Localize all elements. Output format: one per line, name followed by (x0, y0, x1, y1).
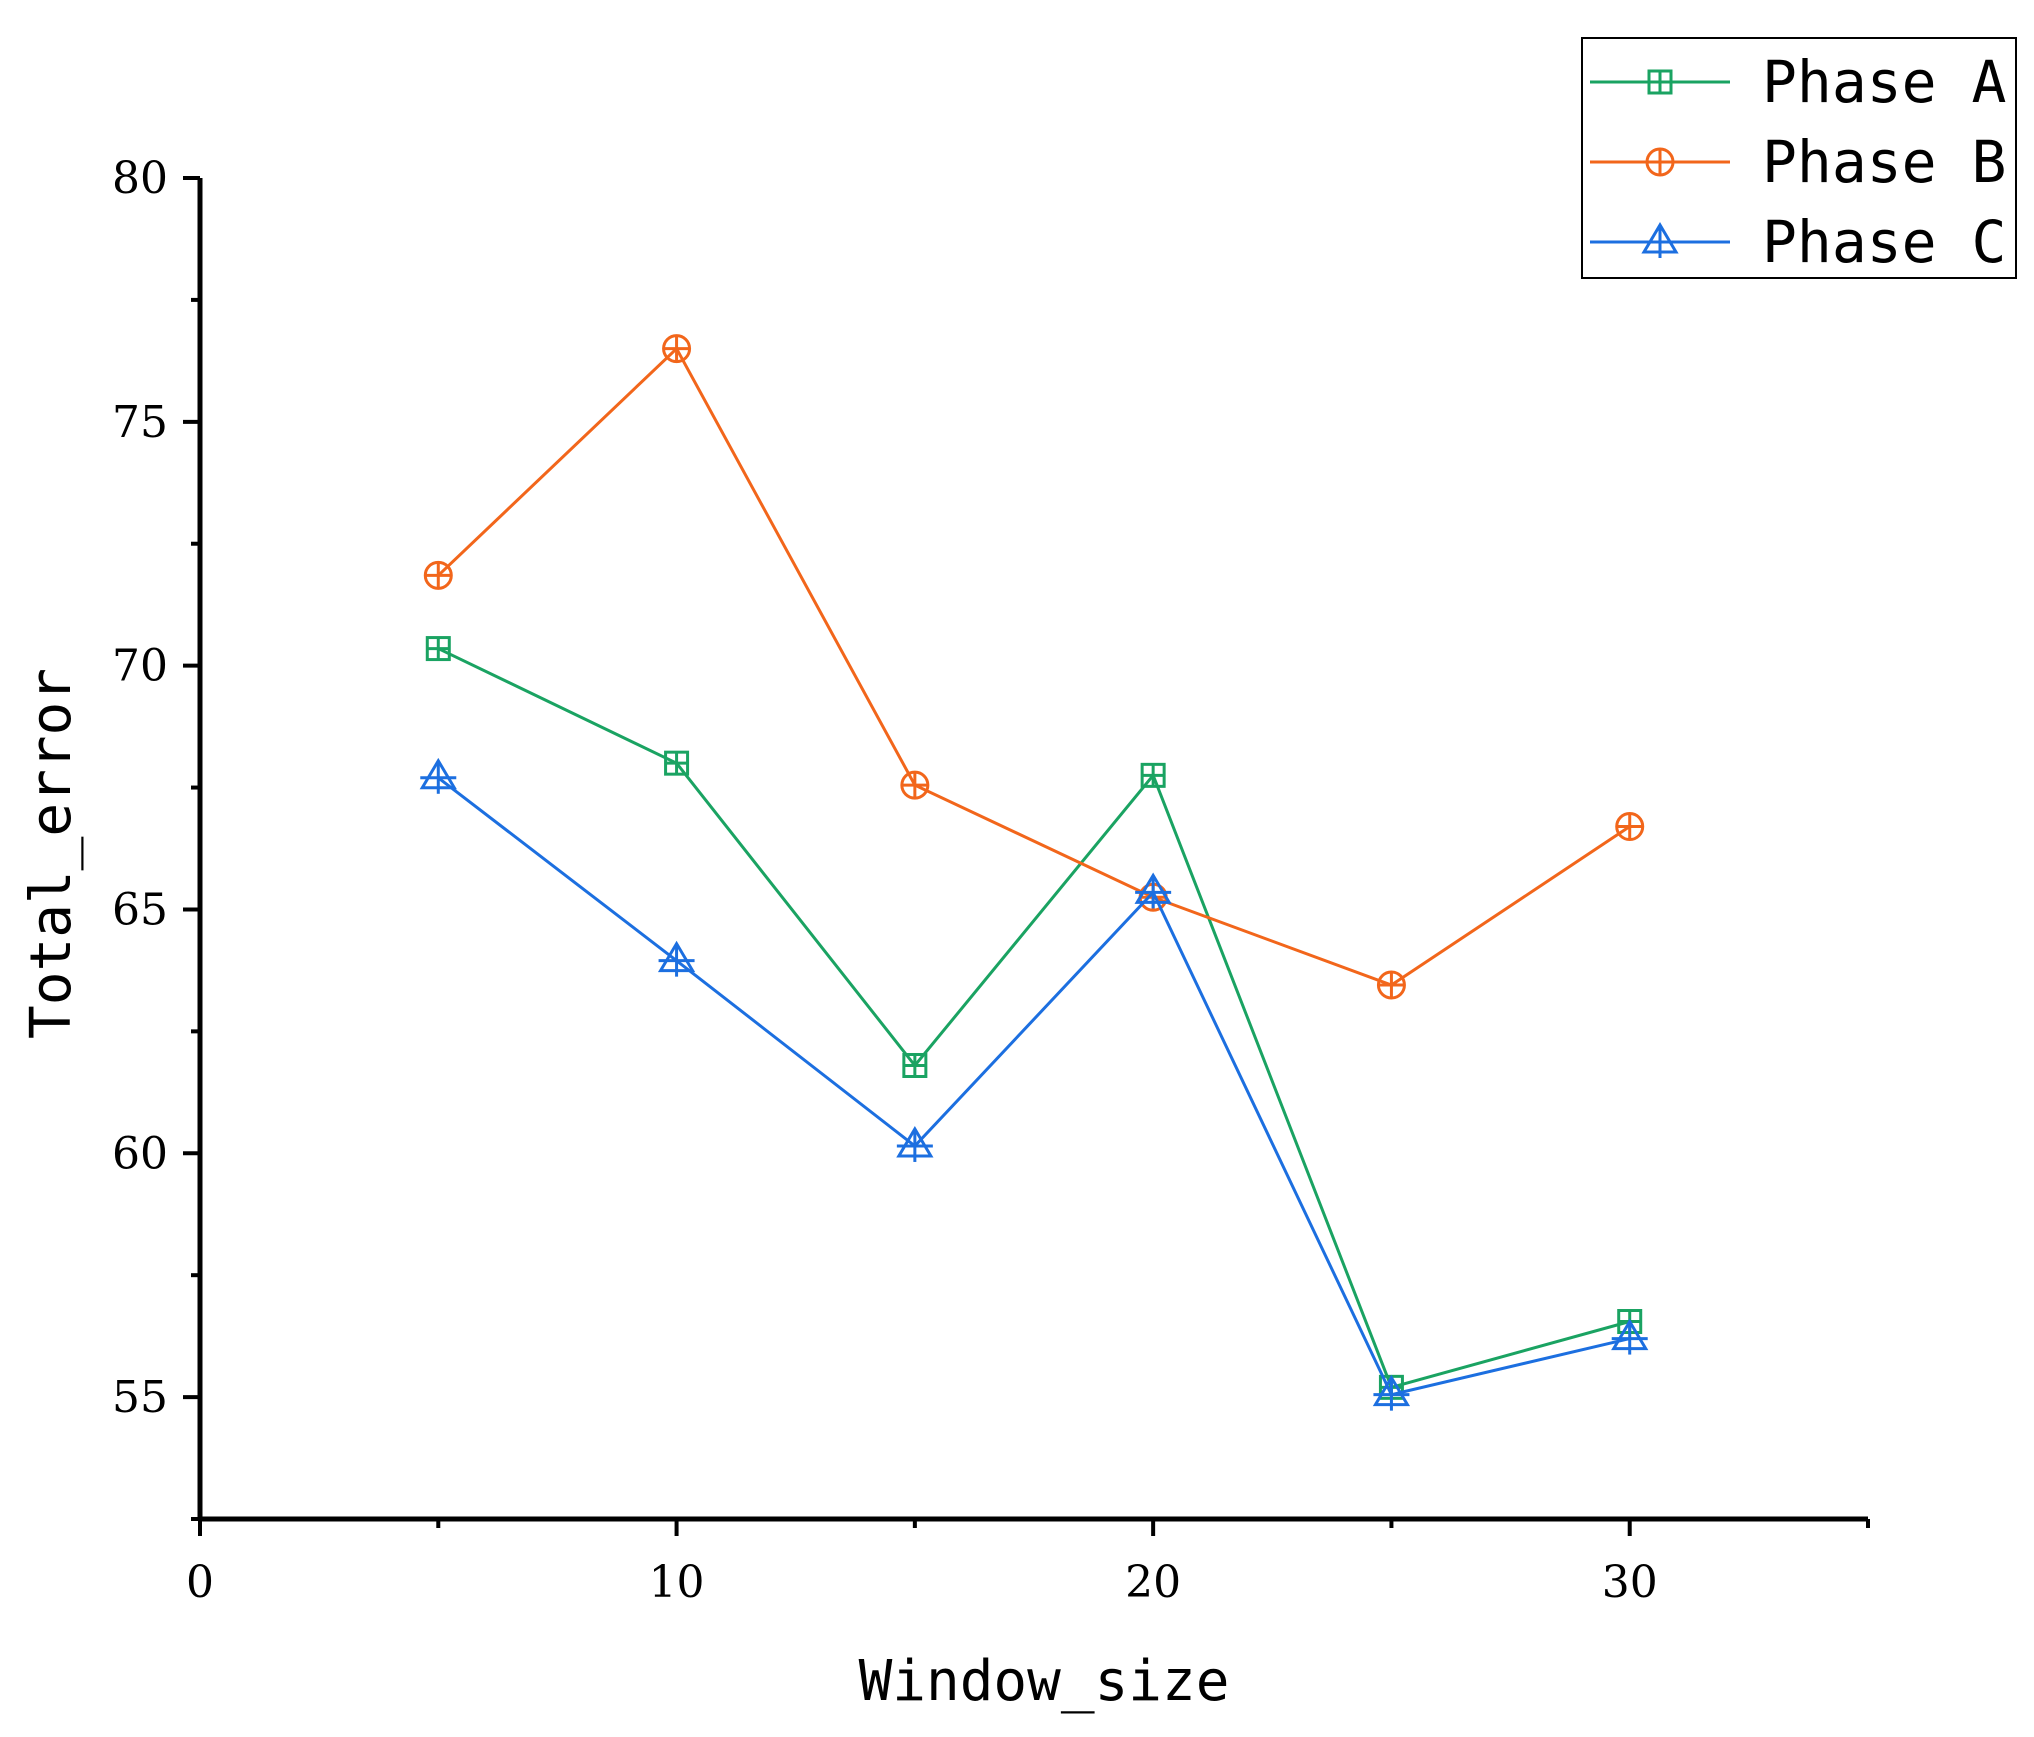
data-point-phase-c (1134, 872, 1172, 909)
x-axis-title: Window_size (859, 1649, 1230, 1714)
y-tick-label: 70 (112, 641, 168, 692)
data-point-phase-b (662, 334, 692, 364)
series-line-phase-a (437, 647, 1631, 1390)
legend-label: Phase A (1762, 48, 2006, 116)
data-point-phase-b (423, 560, 453, 590)
y-tick-label: 55 (112, 1372, 168, 1423)
data-point-phase-b (1376, 970, 1406, 1000)
data-point-phase-a (664, 750, 690, 776)
x-axis-ticks: 0 10 20 30 (186, 1519, 1870, 1608)
data-point-phase-a (1140, 762, 1166, 788)
data-point-phase-b (1615, 812, 1645, 842)
legend-item-phase-c: Phase C (1590, 208, 2006, 276)
x-tick-label: 20 (1125, 1557, 1181, 1608)
legend-item-phase-a: Phase A (1590, 48, 2006, 116)
legend-marker (1645, 147, 1675, 177)
legend: Phase A Phase B Phase C (1581, 37, 2017, 279)
x-tick-label: 30 (1602, 1557, 1658, 1608)
data-point-phase-c (1372, 1374, 1411, 1411)
data-point-phase-c (419, 757, 457, 794)
legend-marker (1647, 69, 1673, 95)
x-tick-label: 0 (186, 1557, 214, 1608)
axes: 55 60 65 70 75 80 0 10 20 30 (112, 153, 1870, 1608)
series-phase-c (419, 757, 1649, 1411)
legend-item-phase-b: Phase B (1590, 128, 2006, 196)
y-axis-title: Total_error (19, 668, 84, 1039)
series-phase-b (423, 334, 1645, 1000)
data-point-phase-a (425, 636, 451, 662)
data-point-phase-c (896, 1126, 934, 1162)
y-tick-label: 65 (112, 884, 168, 935)
data-point-phase-b (900, 770, 930, 800)
y-tick-label: 60 (112, 1128, 168, 1179)
legend-label: Phase B (1762, 128, 2006, 196)
y-tick-label: 80 (112, 153, 168, 204)
series-line-phase-b (437, 346, 1631, 987)
x-tick-label: 10 (649, 1557, 705, 1608)
data-point-phase-c (1611, 1318, 1649, 1355)
series-layer (419, 334, 1649, 1411)
legend-marker (1641, 222, 1679, 258)
series-line-phase-c (437, 776, 1631, 1397)
y-axis-ticks: 55 60 65 70 75 80 (112, 153, 200, 1521)
data-point-phase-c (657, 940, 696, 977)
legend-box (1581, 37, 2017, 279)
data-point-phase-a (902, 1052, 928, 1078)
legend-label: Phase C (1762, 208, 2006, 276)
y-tick-label: 75 (112, 397, 168, 448)
